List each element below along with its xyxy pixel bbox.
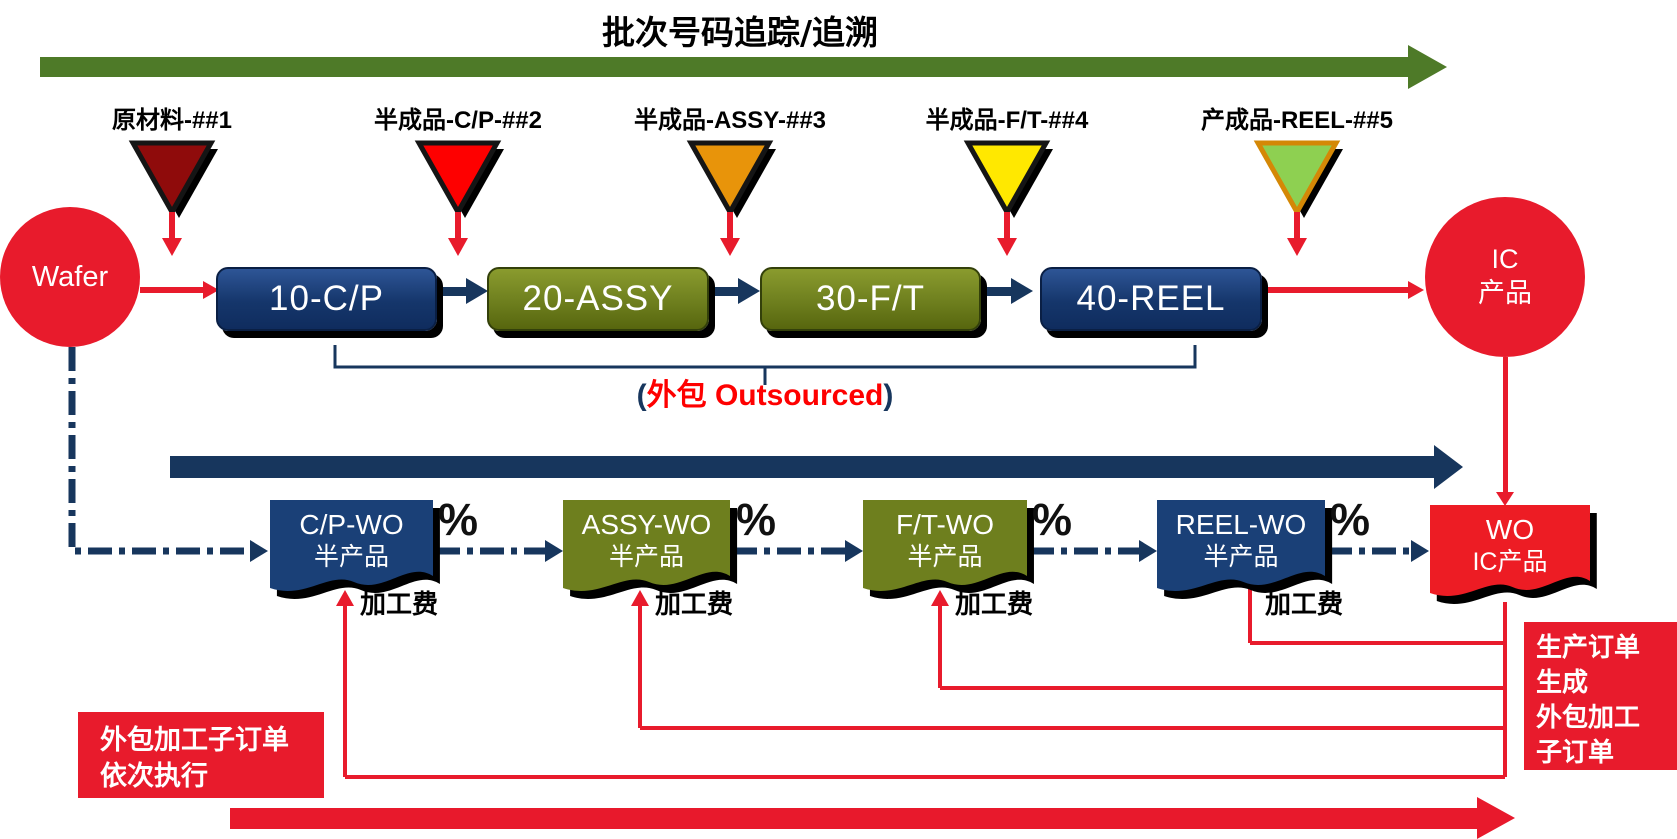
wafer-node: Wafer (0, 207, 140, 347)
wo-doc-final-line1: WO (1485, 514, 1535, 545)
marker-label-assy: 半成品-ASSY-##3 (633, 107, 827, 134)
step-30-ft: 30-F/T (760, 267, 981, 331)
step-40-reel: 40-REEL (1040, 267, 1262, 331)
pct-ft: % (1032, 494, 1073, 545)
wo-chain-dashdot (68, 347, 1411, 555)
fee-assy: 加工费 (655, 589, 734, 619)
marker-triangle-assy (686, 140, 776, 256)
wo-doc-ft: F/T-WO 半产品 (863, 500, 1034, 600)
wo-doc-assy-sub: 半产品 (608, 542, 684, 571)
outsourced-open-paren: ( (636, 379, 647, 412)
arrow-ic-to-wo (1496, 357, 1514, 506)
callout-suborder-execution: 外包加工子订单 依次执行 (78, 712, 324, 798)
ic-product-node: IC 产品 (1425, 197, 1585, 357)
wo-doc-ft-sub: 半产品 (907, 542, 983, 571)
fee-reel: 加工费 (1265, 589, 1344, 619)
wo-doc-cp-sub: 半产品 (313, 542, 389, 571)
callout-right-line1: 生产订单 (1536, 632, 1641, 662)
suborder-arrowheads (336, 566, 1259, 606)
wo-doc-cp-title: C/P-WO (299, 509, 404, 540)
pct-assy: % (736, 494, 777, 545)
marker-triangle-reel (1253, 140, 1343, 256)
callout-left-line2: 依次执行 (100, 761, 208, 792)
execution-arrow (230, 797, 1515, 839)
step-10-cp: 10-C/P (216, 267, 437, 331)
wo-doc-final: WO IC产品 (1430, 505, 1597, 605)
marker-triangle-cp (414, 140, 504, 256)
step-20-assy-label: 20-ASSY (522, 279, 674, 318)
trace-arrow (40, 45, 1447, 89)
wo-doc-assy: ASSY-WO 半产品 (563, 500, 738, 600)
step-20-assy: 20-ASSY (487, 267, 709, 331)
marker-triangle-ft (963, 140, 1053, 256)
page-title: 批次号码追踪/追溯 (601, 13, 879, 52)
wo-doc-final-line2: IC产品 (1472, 547, 1548, 576)
callout-order-generation: 生产订单 生成 外包加工 子订单 (1524, 622, 1677, 770)
suborder-routing (343, 580, 1507, 779)
outsourced-note: (外包 Outsourced) (565, 370, 965, 414)
wo-doc-ft-title: F/T-WO (896, 509, 994, 540)
fee-ft: 加工费 (955, 589, 1034, 619)
wo-doc-ft-shape (863, 500, 1034, 599)
callout-right-line4: 子订单 (1536, 737, 1615, 768)
callout-left-line1: 外包加工子订单 (100, 725, 289, 755)
callout-right-line3: 外包加工 (1536, 702, 1641, 733)
wo-doc-reel: REEL-WO 半产品 (1157, 500, 1333, 600)
outsourced-bracket (333, 345, 1197, 385)
outsourced-close-paren: ) (883, 379, 894, 412)
wo-flow-arrow (170, 445, 1463, 489)
outsourced-text: 外包 Outsourced (646, 379, 884, 412)
step-40-reel-label: 40-REEL (1076, 279, 1226, 318)
wo-doc-cp: C/P-WO 半产品 (270, 500, 440, 600)
arrow-cp-to-assy (435, 278, 488, 304)
wo-chain-arrowheads (250, 540, 1429, 562)
callout-right-line2: 生成 (1536, 667, 1589, 698)
marker-label-reel: 产成品-REEL-##5 (1200, 107, 1394, 134)
wo-doc-final-shape (1430, 505, 1597, 604)
wo-doc-cp-shape (270, 500, 440, 599)
step-30-ft-label: 30-F/T (815, 279, 926, 318)
marker-triangle-raw-material (128, 140, 218, 256)
marker-label-ft: 半成品-F/T-##4 (925, 107, 1089, 134)
arrow-wafer-to-cp (140, 281, 219, 299)
wafer-label: Wafer (31, 260, 109, 293)
arrow-assy-to-ft (707, 278, 760, 304)
arrow-reel-to-ic (1258, 281, 1424, 299)
pct-reel: % (1330, 494, 1371, 545)
arrow-ft-to-reel (980, 278, 1033, 304)
wo-doc-reel-shape (1157, 500, 1333, 599)
wo-doc-assy-shape (563, 500, 738, 599)
marker-label-raw-material: 原材料-##1 (111, 107, 233, 134)
ic-label-line1: IC (1491, 244, 1519, 275)
marker-label-cp: 半成品-C/P-##2 (373, 107, 543, 134)
ic-label-line2: 产品 (1478, 278, 1532, 308)
wo-doc-assy-title: ASSY-WO (581, 509, 712, 540)
wo-doc-reel-title: REEL-WO (1175, 509, 1307, 540)
fee-cp: 加工费 (360, 589, 439, 619)
step-10-cp-label: 10-C/P (269, 279, 384, 318)
pct-cp: % (438, 494, 479, 545)
wo-doc-reel-sub: 半产品 (1203, 542, 1279, 571)
